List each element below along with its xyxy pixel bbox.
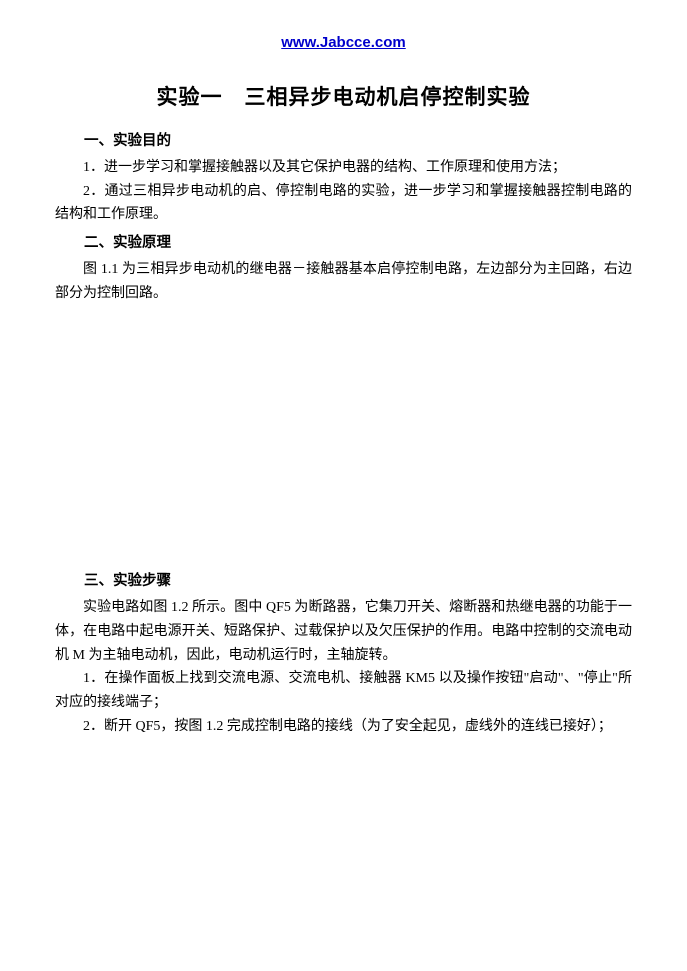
paragraph: 2．通过三相异步电动机的启、停控制电路的实验，进一步学习和掌握接触器控制电路的结…	[55, 180, 632, 228]
paragraph: 图 1.1 为三相异步电动机的继电器－接触器基本启停控制电路，左边部分为主回路，…	[55, 258, 632, 306]
paragraph: 实验电路如图 1.2 所示。图中 QF5 为断路器，它集刀开关、熔断器和热继电器…	[55, 596, 632, 667]
paragraph: 2．断开 QF5，按图 1.2 完成控制电路的接线（为了安全起见，虚线外的连线已…	[55, 715, 632, 739]
section-1-heading: 一、实验目的	[55, 129, 632, 154]
section-3-heading: 三、实验步骤	[55, 569, 632, 594]
page: www.Jabcce.com 实验一 三相异步电动机启停控制实验 一、实验目的 …	[0, 0, 687, 971]
circuit-diagram-svg	[129, 313, 559, 563]
document-title: 实验一 三相异步电动机启停控制实验	[55, 80, 632, 116]
url-link[interactable]: www.Jabcce.com	[55, 30, 632, 56]
figure-1-1	[55, 313, 632, 563]
paragraph: 1．在操作面板上找到交流电源、交流电机、接触器 KM5 以及操作按钮"启动"、"…	[55, 667, 632, 715]
section-2-heading: 二、实验原理	[55, 231, 632, 256]
paragraph: 1．进一步学习和掌握接触器以及其它保护电器的结构、工作原理和使用方法；	[55, 156, 632, 180]
